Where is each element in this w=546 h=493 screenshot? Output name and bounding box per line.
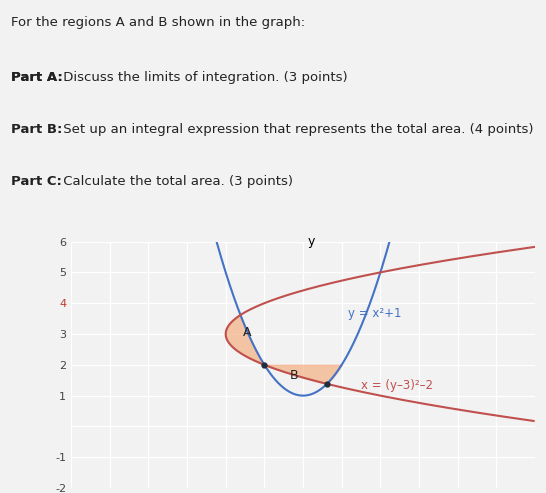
Text: y = x²+1: y = x²+1 (347, 307, 401, 320)
Text: Part A:: Part A: (11, 70, 63, 84)
Text: B: B (290, 369, 299, 382)
Text: Discuss the limits of integration. (3 points): Discuss the limits of integration. (3 po… (58, 70, 347, 84)
Text: x = (y–3)²–2: x = (y–3)²–2 (361, 379, 433, 392)
Text: A: A (243, 326, 251, 339)
Text: Part A: Discuss the limits of integration. (3 points): Part A: Discuss the limits of integratio… (11, 70, 343, 84)
Text: For the regions A and B shown in the graph:: For the regions A and B shown in the gra… (11, 16, 305, 30)
Text: Calculate the total area. (3 points): Calculate the total area. (3 points) (58, 175, 293, 188)
Text: Part A:: Part A: (11, 70, 63, 84)
Text: y: y (308, 235, 315, 248)
Text: Set up an integral expression that represents the total area. (4 points): Set up an integral expression that repre… (58, 123, 533, 136)
Text: Part B:: Part B: (11, 123, 62, 136)
Text: Part C:: Part C: (11, 175, 62, 188)
